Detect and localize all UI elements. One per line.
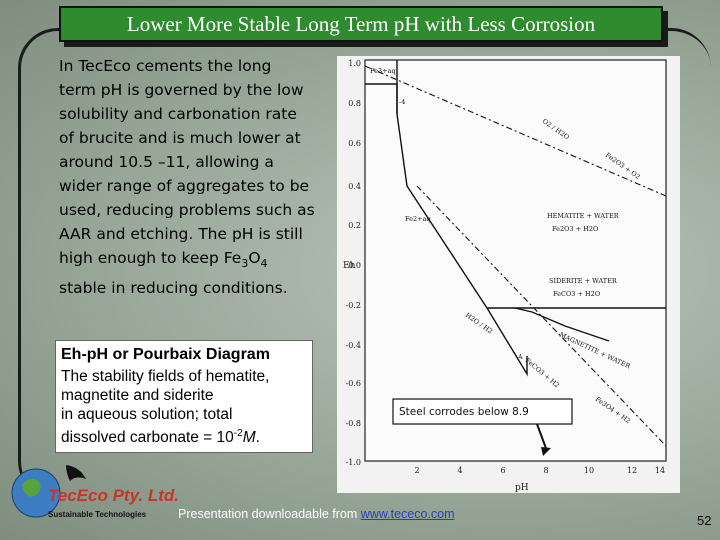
- globe-land: [22, 478, 41, 497]
- y-tick-label: -0.8: [346, 419, 361, 428]
- y-axis-label: Eh: [343, 261, 356, 271]
- page-number: 52: [697, 513, 712, 528]
- y-tick-label: -0.6: [346, 379, 361, 388]
- caption-line: The stability fields of hematite,: [61, 368, 270, 385]
- caption-heading: Eh-pH or Pourbaix Diagram: [61, 346, 270, 363]
- intro-text: In TecEco cements the long term pH is go…: [59, 54, 339, 300]
- field-label-fe2: Fe2+aq: [405, 215, 431, 223]
- plot-area: [364, 59, 667, 462]
- intro-line: of brucite and is much lower at: [59, 129, 301, 147]
- x-tick-label: 12: [627, 466, 637, 475]
- y-tick-label: 0.2: [348, 221, 361, 230]
- x-tick-label: 10: [584, 466, 594, 475]
- intro-line: around 10.5 –11, allowing a: [59, 153, 274, 171]
- caption-unit: M: [242, 429, 256, 447]
- y-tick-label: 0.0: [348, 261, 361, 270]
- y-tick-label: 0.4: [348, 182, 361, 191]
- intro-line: stable in reducing conditions.: [59, 279, 288, 298]
- intro-line: solubility and carbonation rate: [59, 105, 297, 123]
- boundary-line: [486, 307, 528, 377]
- footer-text: Presentation downloadable from: [178, 507, 358, 521]
- corrosion-callout-text: Steel corrodes below 8.9: [399, 406, 529, 418]
- field-label-neg4-b: -4: [515, 353, 523, 362]
- callout-arrow-head: [541, 447, 551, 456]
- field-label-fe3: Fe3+aq: [370, 67, 396, 75]
- logo-svg: TecEco Pty. Ltd. Sustainable Technologie…: [11, 465, 179, 519]
- caption-line: magnetite and siderite: [61, 387, 214, 404]
- x-tick-label: 4: [457, 466, 462, 475]
- intro-line: In TecEco cements the long: [59, 57, 272, 75]
- caption-line: in aqueous solution; total: [61, 406, 233, 423]
- x-tick-label: 6: [500, 466, 505, 475]
- bird-icon: [66, 465, 86, 481]
- title-bar: Lower More Stable Long Term pH with Less…: [59, 6, 663, 42]
- y-tick-label: 0.8: [348, 99, 361, 108]
- x-tick-label: 14: [655, 466, 665, 475]
- pourbaix-svg: 1.0 0.8 0.6 0.4 0.2 0.0 -0.2 -0.4 -0.6 -…: [343, 59, 667, 493]
- x-axis-label: pH: [515, 483, 529, 493]
- y-tick-label: -1.0: [346, 458, 361, 467]
- pourbaix-diagram: 1.0 0.8 0.6 0.4 0.2 0.0 -0.2 -0.4 -0.6 -…: [337, 56, 680, 493]
- slide-title: Lower More Stable Long Term pH with Less…: [126, 11, 596, 36]
- h2-water-line: [416, 185, 667, 447]
- field-label-hematite: HEMATITE + WATER: [547, 212, 620, 220]
- y-tick-label: 1.0: [348, 59, 361, 68]
- corrosion-callout: [392, 398, 573, 425]
- footer-link[interactable]: www.tececo.com: [360, 507, 455, 521]
- y-tick-label: -0.2: [346, 301, 361, 310]
- intro-line: AAR and etching. The pH is still: [59, 225, 303, 243]
- boundary-line: [514, 307, 610, 342]
- field-label-siderite-formula: FeCO3 + H2O: [553, 290, 600, 298]
- footer: Presentation downloadable from www.tecec…: [178, 507, 455, 521]
- y-tick-label: 0.6: [348, 139, 361, 148]
- caption-exponent: -2: [233, 428, 243, 439]
- x-tick-label: 8: [543, 466, 548, 475]
- intro-line: wider range of aggregates to be: [59, 177, 310, 195]
- logo-name: TecEco Pty. Ltd.: [48, 486, 179, 505]
- caption-text: The stability fields of hematite, magnet…: [61, 368, 270, 447]
- field-label-neg4: -4: [399, 98, 405, 106]
- intro-line: term pH is governed by the low: [59, 81, 304, 99]
- tececo-logo: TecEco Pty. Ltd. Sustainable Technologie…: [4, 455, 204, 535]
- logo-tagline: Sustainable Technologies: [48, 510, 147, 519]
- y-tick-label: -0.4: [346, 341, 361, 350]
- intro-line-fe: high enough to keep Fe: [59, 249, 242, 267]
- o2-water-line: [364, 65, 667, 197]
- field-label-siderite: SIDERITE + WATER: [549, 277, 618, 285]
- caption-line: dissolved carbonate = 10: [61, 429, 234, 447]
- field-label-hematite-formula: Fe2O3 + H2O: [552, 225, 598, 233]
- caption-box: Eh-pH or Pourbaix Diagram The stability …: [55, 340, 313, 453]
- x-tick-label: 2: [414, 466, 419, 475]
- intro-line: high enough to keep Fe3O4: [59, 249, 268, 271]
- intro-line: used, reducing problems such as: [59, 201, 315, 219]
- callout-arrow: [536, 423, 548, 452]
